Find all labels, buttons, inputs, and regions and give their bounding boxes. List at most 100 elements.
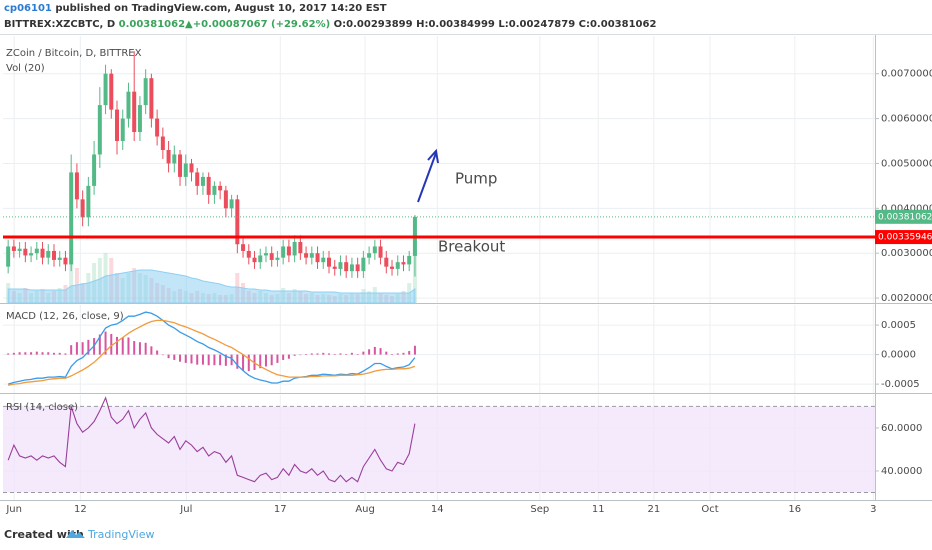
candle-body	[384, 257, 389, 267]
x-tick-label: 21	[647, 504, 660, 515]
ohlc-low: L:0.00247879	[498, 19, 575, 30]
x-tick-label: 17	[274, 504, 287, 515]
histogram-bar	[87, 339, 90, 355]
candle-body	[315, 253, 320, 263]
candle-body	[206, 176, 211, 195]
histogram-bar	[81, 342, 84, 355]
histogram-bar	[35, 351, 38, 355]
candle-body	[275, 257, 280, 260]
candle-body	[212, 185, 217, 195]
histogram-bar	[391, 354, 394, 355]
x-tick-label: 3	[870, 504, 876, 515]
histogram-bar	[150, 346, 153, 355]
histogram-bar	[24, 352, 27, 355]
histogram-bar	[247, 354, 250, 372]
volume-title: Vol (20)	[6, 63, 45, 74]
candle-body	[338, 262, 343, 269]
histogram-bar	[12, 352, 15, 355]
candle-body	[349, 264, 354, 272]
x-tick-label: 16	[788, 504, 801, 515]
histogram-bar	[310, 353, 313, 355]
candle-body	[160, 136, 165, 150]
candle-body	[51, 250, 56, 260]
histogram-bar	[196, 354, 199, 365]
candle-body	[286, 246, 291, 256]
ohlc-high: H:0.00384999	[416, 19, 495, 30]
candle-body	[401, 262, 406, 265]
candle-body	[309, 253, 314, 258]
histogram-bar	[219, 354, 222, 366]
x-tick-label: 12	[74, 504, 87, 515]
volume-bar	[69, 253, 74, 303]
histogram-bar	[379, 348, 382, 355]
candle-body	[189, 163, 194, 173]
candle-body	[109, 73, 114, 110]
price-tag	[875, 209, 932, 224]
candle-body	[11, 246, 16, 251]
histogram-bar	[373, 346, 376, 355]
candle-body	[281, 246, 286, 258]
candle-body	[172, 154, 177, 164]
x-tick-label: Jun	[5, 504, 22, 515]
price-tag-label: 0.00381062	[878, 212, 932, 222]
y-tick-label: 60.0000	[881, 423, 922, 434]
symbol: BITTREX:XZCBTC, D	[4, 19, 115, 30]
y-tick-label: 0.0000	[881, 350, 916, 361]
histogram-bar	[402, 352, 405, 355]
candle-body	[6, 246, 11, 267]
y-tick-label: 0.00700000	[881, 69, 932, 80]
histogram-bar	[167, 354, 170, 359]
candle-body	[40, 248, 45, 258]
candle-body	[115, 109, 120, 142]
histogram-bar	[70, 345, 73, 355]
histogram-bar	[47, 352, 50, 355]
histogram-bar	[299, 354, 302, 356]
candle-body	[361, 257, 366, 272]
histogram-bar	[121, 337, 124, 355]
candle-body	[195, 172, 200, 186]
y-tick-label: -0.0005	[881, 379, 920, 390]
breakout-tag-label: 0.00335946	[878, 233, 932, 243]
histogram-bar	[413, 345, 416, 355]
candle-body	[229, 199, 234, 209]
histogram-bar	[116, 336, 119, 355]
candle-body	[378, 246, 383, 258]
x-tick-label: Aug	[355, 504, 375, 515]
histogram-bar	[287, 354, 290, 359]
histogram-bar	[110, 333, 113, 355]
histogram-bar	[339, 353, 342, 355]
histogram-bar	[276, 354, 279, 363]
histogram-bar	[224, 354, 227, 366]
author[interactable]: cp06101	[4, 3, 52, 14]
rsi-line	[7, 396, 416, 483]
brand-logo	[66, 530, 85, 538]
brand[interactable]: TradingView	[87, 528, 154, 541]
ohlc-open: O:0.00293899	[334, 19, 413, 30]
candle-body	[218, 185, 223, 191]
macd-line	[8, 319, 416, 386]
histogram-bar	[350, 352, 353, 355]
histogram-bar	[282, 354, 285, 360]
histogram-bar	[316, 353, 319, 355]
candle-body	[63, 257, 68, 265]
x-tick-label: Jul	[179, 504, 192, 515]
header-line-2: BITTREX:XZCBTC, D 0.00381062▲+0.00087067…	[4, 19, 656, 30]
histogram-bar	[173, 354, 176, 360]
histogram-bar	[242, 354, 245, 371]
histogram-bar	[396, 353, 399, 355]
histogram-bar	[138, 342, 141, 355]
annotation: Breakout	[438, 238, 505, 256]
histogram-bar	[190, 354, 193, 364]
candle-body	[183, 163, 188, 177]
y-tick-label: 40.0000	[881, 466, 922, 477]
candle-body	[126, 91, 131, 119]
histogram-bar	[161, 354, 164, 356]
candle-body	[155, 118, 160, 137]
candle-body	[149, 78, 154, 119]
histogram-bar	[64, 353, 67, 355]
histogram-bar	[293, 354, 296, 356]
